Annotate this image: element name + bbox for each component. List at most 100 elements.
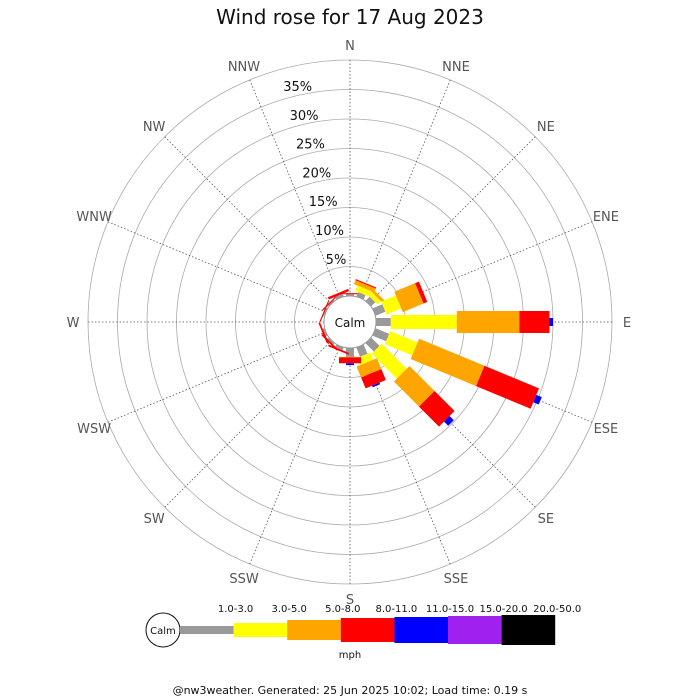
bar-s-seg-4 (346, 363, 354, 366)
direction-label-ssw: SSW (229, 572, 259, 587)
direction-label-ese: ESE (594, 422, 619, 437)
bar-ene-seg-1 (381, 295, 402, 315)
direction-label-s: S (346, 593, 354, 608)
bar-ene-seg-3 (415, 281, 428, 304)
bar-nw-seg-0 (328, 300, 335, 307)
bar-ese-seg-0 (372, 328, 390, 342)
bar-s-seg-2 (339, 356, 361, 358)
bar-sse-seg-3 (361, 369, 386, 389)
bar-se-seg-4 (444, 416, 454, 426)
bar-wsw-seg-3 (318, 322, 329, 344)
bar-ne-seg-2 (368, 286, 386, 304)
spoke-ssw (249, 345, 341, 565)
bar-se-seg-1 (371, 343, 407, 379)
bar-nw-seg-3 (322, 294, 339, 311)
ring-label-30: 30% (290, 109, 319, 124)
bar-sw-seg-0 (327, 337, 335, 345)
axis-labels: N NNE NE ENE E ESE SE SSE S SSW SW WSW W WNW NW NNW 5% 10… (67, 39, 632, 608)
legend-swatch-0 (180, 626, 234, 634)
bar-e-seg-3 (519, 311, 550, 333)
spoke-wnw (107, 221, 327, 313)
direction-label-wnw: WNW (76, 210, 112, 225)
bar-ne-seg-1 (367, 291, 381, 305)
legend-label-5: 15.0-20.0 (480, 604, 528, 615)
bar-e-seg-1 (390, 315, 457, 329)
bar-se-seg-2 (394, 366, 435, 407)
legend-swatch-3 (340, 618, 395, 642)
spoke-ne (368, 136, 536, 304)
bar-sse-seg-2 (356, 358, 382, 378)
chart-title: Wind rose for 17 Aug 2023 (216, 5, 484, 29)
bar-nne-seg-3 (355, 279, 377, 289)
bar-s-seg-0 (346, 348, 354, 357)
direction-label-n: N (345, 39, 355, 54)
legend-swatch-4 (394, 617, 448, 643)
direction-label-w: W (67, 316, 80, 331)
legend-calm-label: Calm (150, 626, 176, 637)
bar-n-seg-0 (346, 294, 354, 296)
bar-nnw-seg-3 (327, 288, 350, 300)
spoke-nw (164, 136, 332, 304)
spoke-nne (359, 79, 451, 299)
direction-label-sse: SSE (444, 572, 469, 587)
bar-nne-seg-0 (356, 292, 366, 300)
bar-ne-seg-0 (365, 296, 376, 307)
legend-swatch-6 (501, 615, 556, 645)
direction-label-nne: NNE (442, 60, 470, 75)
legend-unit: mph (339, 650, 361, 661)
bar-e-seg-2 (456, 311, 520, 333)
bar-nnw-seg-0 (335, 293, 344, 300)
spoke-sw (164, 340, 332, 508)
bar-sse-seg-1 (357, 352, 374, 366)
bar-e-seg-4 (549, 318, 553, 326)
bar-sse-seg-0 (356, 344, 368, 357)
calm-label: Calm (335, 316, 366, 330)
bar-ese-seg-2 (410, 338, 485, 387)
direction-label-sw: SW (144, 512, 165, 527)
calm-center: Calm (323, 295, 377, 349)
bar-ene-seg-2 (394, 283, 424, 313)
ring-label-15: 15% (309, 195, 338, 210)
legend-label-0: 1.0-3.0 (218, 604, 253, 615)
direction-label-wsw: WSW (77, 422, 111, 437)
legend-label-1: 3.0-5.0 (271, 604, 306, 615)
direction-label-e: E (623, 316, 631, 331)
legend-label-6: 20.0-50.0 (533, 604, 581, 615)
ring-label-25: 25% (296, 138, 325, 153)
bar-n-seg-3 (339, 293, 361, 295)
legend-swatch-1 (233, 623, 288, 637)
wind-bars (318, 279, 553, 427)
legend-label-2: 5.0-8.0 (325, 604, 360, 615)
bar-ese-seg-4 (533, 394, 542, 405)
legend-label-3: 8.0-11.0 (376, 604, 418, 615)
legend-label-4: 11.0-15.0 (426, 604, 474, 615)
bar-ssw-seg-0 (335, 344, 344, 351)
ring-label-20: 20% (302, 166, 331, 181)
ring-label-5: 5% (326, 253, 347, 268)
direction-label-se: SE (538, 512, 554, 527)
bar-ese-seg-3 (476, 365, 539, 409)
ring-label-35: 35% (283, 80, 312, 95)
legend-swatch-5 (448, 616, 502, 644)
bar-se-seg-3 (419, 391, 455, 427)
bar-ene-seg-0 (372, 304, 386, 316)
direction-label-nw: NW (143, 120, 166, 135)
bar-s-seg-3 (339, 357, 361, 364)
bar-wsw-seg-0 (322, 328, 328, 337)
bar-ese-seg-1 (385, 331, 418, 356)
ring-label-10: 10% (315, 224, 344, 239)
spoke-nnw (249, 79, 341, 299)
bar-se-seg-0 (365, 337, 380, 352)
direction-label-ne: NE (537, 120, 555, 135)
bar-nne-seg-1 (355, 285, 371, 297)
spoke-wsw (107, 331, 327, 423)
footer-text: @nw3weather. Generated: 25 Jun 2025 10:0… (173, 684, 528, 697)
calm-circle (323, 295, 377, 349)
bar-e-seg-0 (376, 318, 391, 326)
legend: Calm 1.0-3.0 3.0-5.0 5.0-8.0 8.0-11.0 11.0-15… (145, 604, 581, 661)
bar-sse-seg-4 (372, 382, 381, 388)
direction-label-ene: ENE (593, 210, 619, 225)
direction-label-nnw: NNW (228, 60, 260, 75)
legend-swatch-2 (287, 620, 341, 640)
